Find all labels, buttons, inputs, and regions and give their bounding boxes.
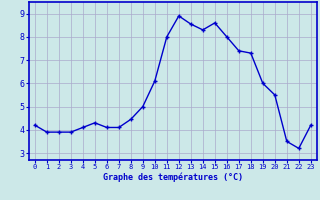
X-axis label: Graphe des températures (°C): Graphe des températures (°C) bbox=[103, 173, 243, 182]
